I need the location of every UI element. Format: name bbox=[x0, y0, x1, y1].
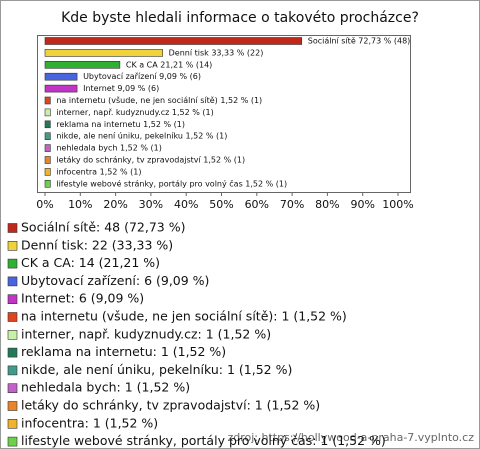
legend-label: CK a CA: 14 (21,21 %) bbox=[21, 255, 160, 270]
legend-label: reklama na internetu: 1 (1,52 %) bbox=[21, 344, 226, 359]
value-label: reklama na internetu 1,52 % (1) bbox=[56, 120, 185, 129]
value-label: letáky do schránky, tv zpravodajství 1,5… bbox=[56, 156, 245, 165]
legend-swatch bbox=[7, 258, 18, 269]
source: zdroj: https://hollywood-a-praha-7.vypln… bbox=[227, 431, 474, 444]
x-tick-label: 70% bbox=[280, 198, 304, 211]
legend-swatch bbox=[7, 383, 18, 394]
bar bbox=[44, 120, 51, 129]
value-label: Internet 9,09 % (6) bbox=[83, 84, 159, 93]
legend-swatch bbox=[7, 276, 18, 287]
value-label: Ubytovací zařízení 9,09 % (6) bbox=[83, 72, 201, 81]
x-tick-label: 0% bbox=[36, 198, 53, 211]
chart-title: Kde byste hledali informace o takovéto p… bbox=[61, 10, 419, 26]
bar bbox=[44, 156, 51, 164]
x-tick-label: 90% bbox=[350, 198, 374, 211]
bar bbox=[44, 84, 78, 93]
bar bbox=[44, 108, 51, 117]
legend-label: Sociální sítě: 48 (72,73 %) bbox=[21, 220, 185, 235]
value-label: CK a CA 21,21 % (14) bbox=[126, 60, 212, 69]
legend-label: infocentra: 1 (1,52 %) bbox=[21, 415, 158, 430]
legend-label: nikde, ale není úniku, pekelníku: 1 (1,5… bbox=[21, 362, 292, 377]
value-label: Denní tisk 33,33 % (22) bbox=[169, 48, 264, 57]
bar bbox=[44, 49, 163, 57]
legend-label: lifestyle webové stránky, portály pro vo… bbox=[21, 433, 386, 448]
bar bbox=[44, 144, 51, 152]
x-tick-label: 50% bbox=[209, 198, 233, 211]
value-label: interner, např. kudyznudy.cz 1,52 % (1) bbox=[56, 108, 213, 117]
bar bbox=[44, 168, 51, 176]
value-label: infocentra 1,52 % (1) bbox=[56, 167, 141, 176]
legend-label: interner, např. kudyznudy.cz: 1 (1,52 %) bbox=[21, 326, 271, 341]
legend-swatch bbox=[7, 436, 18, 447]
bar bbox=[44, 180, 51, 188]
legend-label: Ubytovací zařízení: 6 (9,09 %) bbox=[21, 273, 209, 288]
legend-label: Internet: 6 (9,09 %) bbox=[21, 291, 144, 306]
legend-swatch bbox=[7, 347, 18, 358]
x-tick-label: 20% bbox=[103, 198, 127, 211]
x-tick-label: 60% bbox=[245, 198, 269, 211]
legend-label: letáky do schránky, tv zpravodajství: 1 … bbox=[21, 398, 320, 413]
legend-label: na internetu (všude, ne jen sociální sít… bbox=[21, 309, 347, 324]
legend-swatch bbox=[7, 294, 18, 305]
bar bbox=[44, 132, 51, 140]
legend-swatch bbox=[7, 312, 18, 322]
x-tick-label: 100% bbox=[382, 198, 413, 211]
legend-swatch bbox=[7, 329, 18, 340]
bar bbox=[44, 96, 51, 105]
legend-label: nehledala bych: 1 (1,52 %) bbox=[21, 380, 190, 395]
legend-swatch bbox=[7, 223, 18, 233]
value-label: Sociální sítě 72,73 % (48) bbox=[308, 37, 411, 46]
x-tick-label: 80% bbox=[315, 198, 339, 211]
bar bbox=[44, 60, 121, 69]
legend-label: Denní tisk: 22 (33,33 %) bbox=[21, 237, 173, 252]
x-tick-label: 40% bbox=[174, 198, 198, 211]
legend-swatch bbox=[7, 401, 18, 411]
value-label: nehledala bych 1,52 % (1) bbox=[56, 144, 162, 153]
value-label: lifestyle webové stránky, portály pro vo… bbox=[56, 178, 287, 188]
legend-swatch bbox=[7, 418, 18, 429]
value-label: na internetu (všude, ne jen sociální sít… bbox=[56, 95, 262, 105]
legend-swatch bbox=[7, 365, 18, 376]
bar bbox=[44, 37, 303, 45]
x-tick-label: 10% bbox=[68, 198, 92, 211]
x-tick-label: 30% bbox=[139, 198, 163, 211]
legend-swatch bbox=[7, 241, 18, 251]
value-label: nikde, ale není úniku, pekelníku 1,52 % … bbox=[56, 132, 227, 141]
bar bbox=[44, 72, 78, 81]
